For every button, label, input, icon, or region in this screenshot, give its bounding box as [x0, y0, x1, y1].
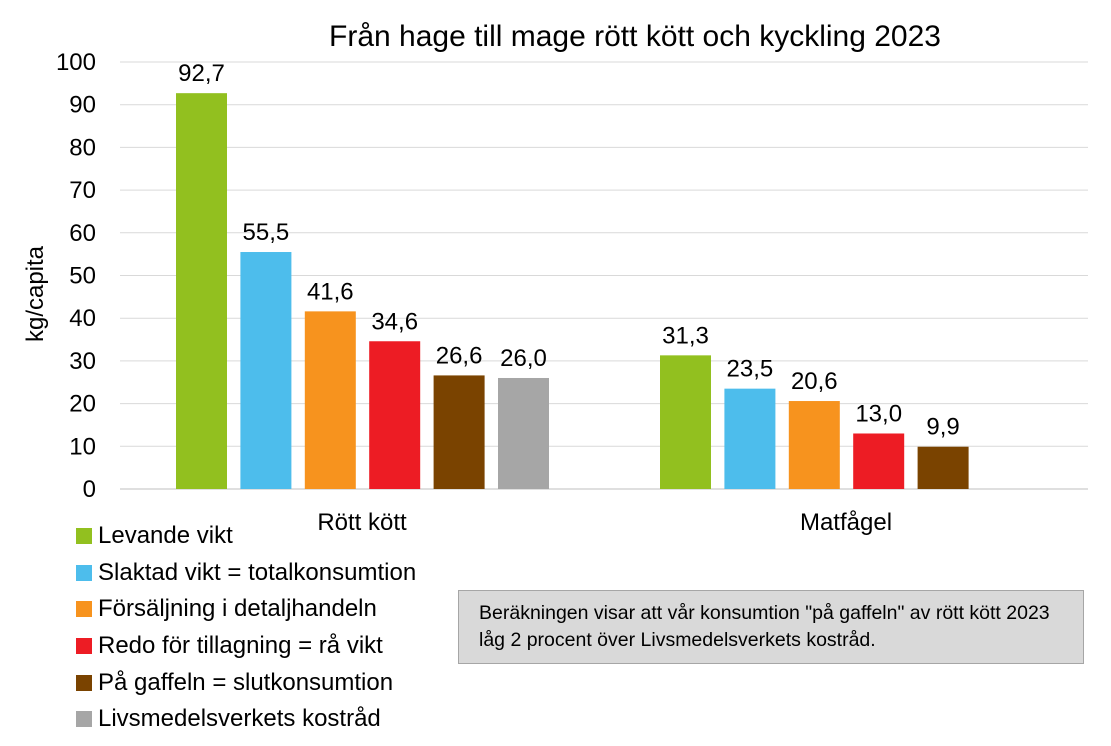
bars: [176, 93, 969, 490]
legend-swatch: [76, 711, 92, 728]
y-tick-label: 60: [69, 220, 96, 247]
legend-swatch: [76, 638, 92, 655]
data-label: 13,0: [855, 400, 902, 427]
bar: [498, 377, 549, 489]
data-label: 26,6: [436, 342, 483, 369]
data-label: 23,5: [727, 356, 774, 383]
y-tick-label: 40: [69, 305, 96, 332]
legend-item: Redo för tillagning = rå vikt: [76, 628, 416, 665]
data-label: 20,6: [791, 368, 838, 395]
legend-swatch: [76, 528, 92, 545]
y-tick-label: 80: [69, 134, 96, 161]
y-axis-label: kg/capita: [22, 245, 49, 343]
y-tick-label: 70: [69, 177, 96, 204]
bar: [853, 433, 905, 489]
y-axis-ticks: 0 10 20 30 40 50 60 70 80 90 100: [56, 49, 96, 503]
legend-label: Försäljning i detaljhandeln: [98, 595, 377, 623]
legend-item: På gaffeln = slutkonsumtion: [76, 664, 416, 701]
legend-label: Livsmedelsverkets kostråd: [98, 705, 381, 733]
y-tick-label: 20: [69, 391, 96, 418]
bar: [660, 355, 711, 489]
chart-title: Från hage till mage rött kött och kyckli…: [329, 20, 941, 53]
bar: [176, 93, 227, 490]
y-tick-label: 90: [69, 92, 96, 119]
bar: [788, 401, 840, 489]
bar: [240, 252, 292, 489]
category-label: Rött kött: [317, 509, 407, 536]
data-label: 41,6: [307, 278, 354, 305]
data-label: 34,6: [371, 308, 418, 335]
data-label: 31,3: [662, 322, 709, 349]
bar: [369, 341, 421, 489]
legend: Levande vikt Slaktad vikt = totalkonsumt…: [76, 518, 416, 738]
category-labels: Rött kött Matfågel: [317, 509, 892, 536]
legend-item: Livsmedelsverkets kostråd: [76, 701, 416, 738]
legend-item: Levande vikt: [76, 518, 416, 555]
data-label: 55,5: [243, 219, 290, 246]
y-tick-label: 30: [69, 348, 96, 375]
legend-swatch: [76, 674, 92, 691]
bar: [433, 375, 485, 489]
legend-swatch: [76, 601, 92, 618]
y-tick-label: 10: [69, 433, 96, 460]
y-tick-label: 100: [56, 49, 96, 76]
legend-item: Försäljning i detaljhandeln: [76, 591, 416, 628]
bar: [304, 311, 356, 489]
data-label: 9,9: [926, 414, 959, 441]
legend-swatch: [76, 564, 92, 581]
y-tick-label: 50: [69, 263, 96, 290]
data-labels: 92,7 55,5 41,6 34,6 26,6 26,0 31,3 23,5 20,6 13,0…: [178, 60, 960, 441]
legend-label: På gaffeln = slutkonsumtion: [98, 668, 394, 696]
data-label: 92,7: [178, 60, 225, 87]
annotation-box: Beräkningen visar att vår konsumtion "på…: [458, 590, 1084, 664]
data-label: 26,0: [500, 345, 547, 372]
legend-label: Levande vikt: [98, 522, 233, 550]
bar: [917, 446, 969, 489]
legend-label: Redo för tillagning = rå vikt: [98, 632, 383, 660]
bar: [724, 388, 776, 489]
legend-item: Slaktad vikt = totalkonsumtion: [76, 555, 416, 592]
legend-label: Slaktad vikt = totalkonsumtion: [98, 558, 417, 586]
y-tick-label: 0: [83, 476, 96, 503]
category-label: Matfågel: [800, 509, 892, 536]
